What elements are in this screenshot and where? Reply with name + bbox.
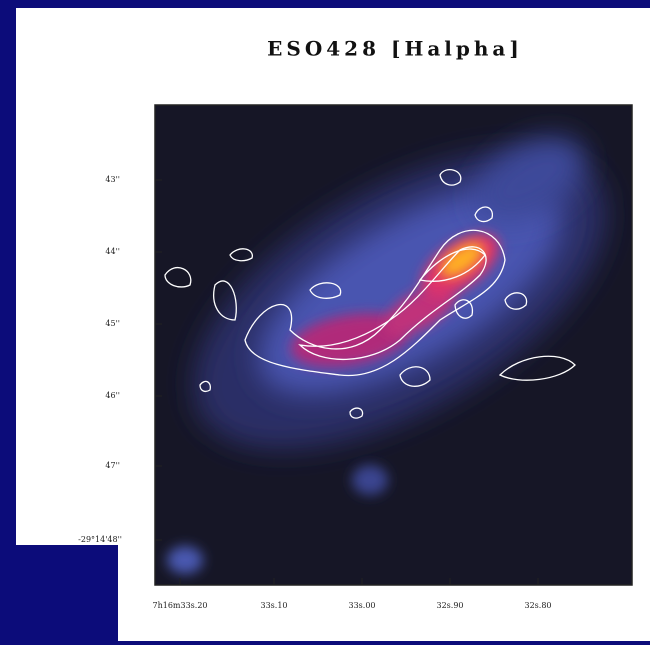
y-axis-label: 47'': [105, 461, 120, 470]
x-axis-label: 32s.80: [524, 601, 551, 610]
y-axis-label: 45'': [105, 319, 120, 328]
y-axis-label: -29°14'48'': [78, 535, 122, 544]
page: ESO428 [Halpha] 43''44''45: [0, 0, 650, 641]
galaxy-image: [146, 90, 650, 585]
y-axis-label: 46'': [105, 391, 120, 400]
slide: ESO428 [Halpha] 43''44''45: [0, 0, 650, 641]
y-axis-label: 44'': [105, 247, 120, 256]
x-axis-label: 32s.90: [436, 601, 463, 610]
x-axis-label: 33s.10: [260, 601, 287, 610]
x-axis-label: 7h16m33s.20: [152, 601, 207, 610]
image-title: ESO428 [Halpha]: [267, 37, 523, 61]
y-axis-label: 43'': [105, 175, 120, 184]
x-axis-label: 33s.00: [348, 601, 375, 610]
